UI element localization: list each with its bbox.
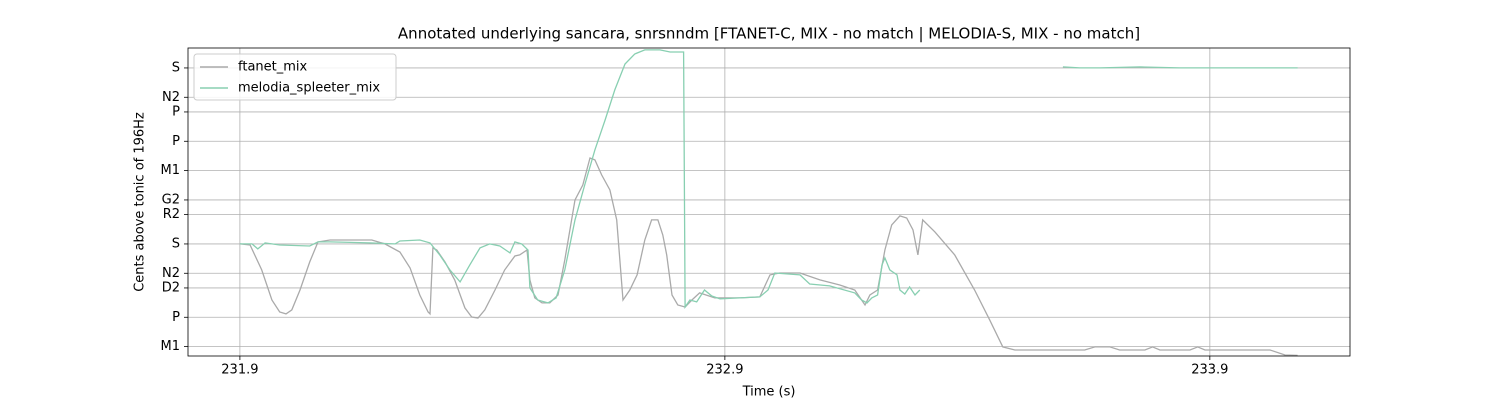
y-tick-label: P xyxy=(172,134,180,149)
y-tick-label: R2 xyxy=(163,207,180,222)
x-tick-label: 232.9 xyxy=(706,363,743,378)
y-tick-label: N2 xyxy=(162,266,180,281)
series-line xyxy=(239,49,1298,310)
plot-frame xyxy=(187,47,1351,357)
y-tick-label: S xyxy=(172,236,180,251)
legend-label: ftanet_mix xyxy=(238,60,308,75)
y-tick-label: P xyxy=(172,310,180,325)
x-axis-label: Time (s) xyxy=(742,385,796,400)
series-line xyxy=(239,157,1298,357)
y-tick-label: D2 xyxy=(162,280,180,295)
x-tick-label: 233.9 xyxy=(1191,363,1228,378)
y-tick-label: G2 xyxy=(162,192,180,207)
y-tick-label: M1 xyxy=(161,339,181,354)
x-tick-label: 231.9 xyxy=(221,363,258,378)
y-axis-label: Cents above tonic of 196Hz xyxy=(133,112,148,292)
y-tick-label: N2 xyxy=(162,90,180,105)
legend-label: melodia_spleeter_mix xyxy=(238,81,380,96)
legend-box xyxy=(193,53,397,101)
y-tick-label: M1 xyxy=(161,163,181,178)
chart-title: Annotated underlying sancara, snrsnndm [… xyxy=(398,25,1140,43)
y-tick-label: S xyxy=(172,60,180,75)
y-tick-label: P xyxy=(172,104,180,119)
